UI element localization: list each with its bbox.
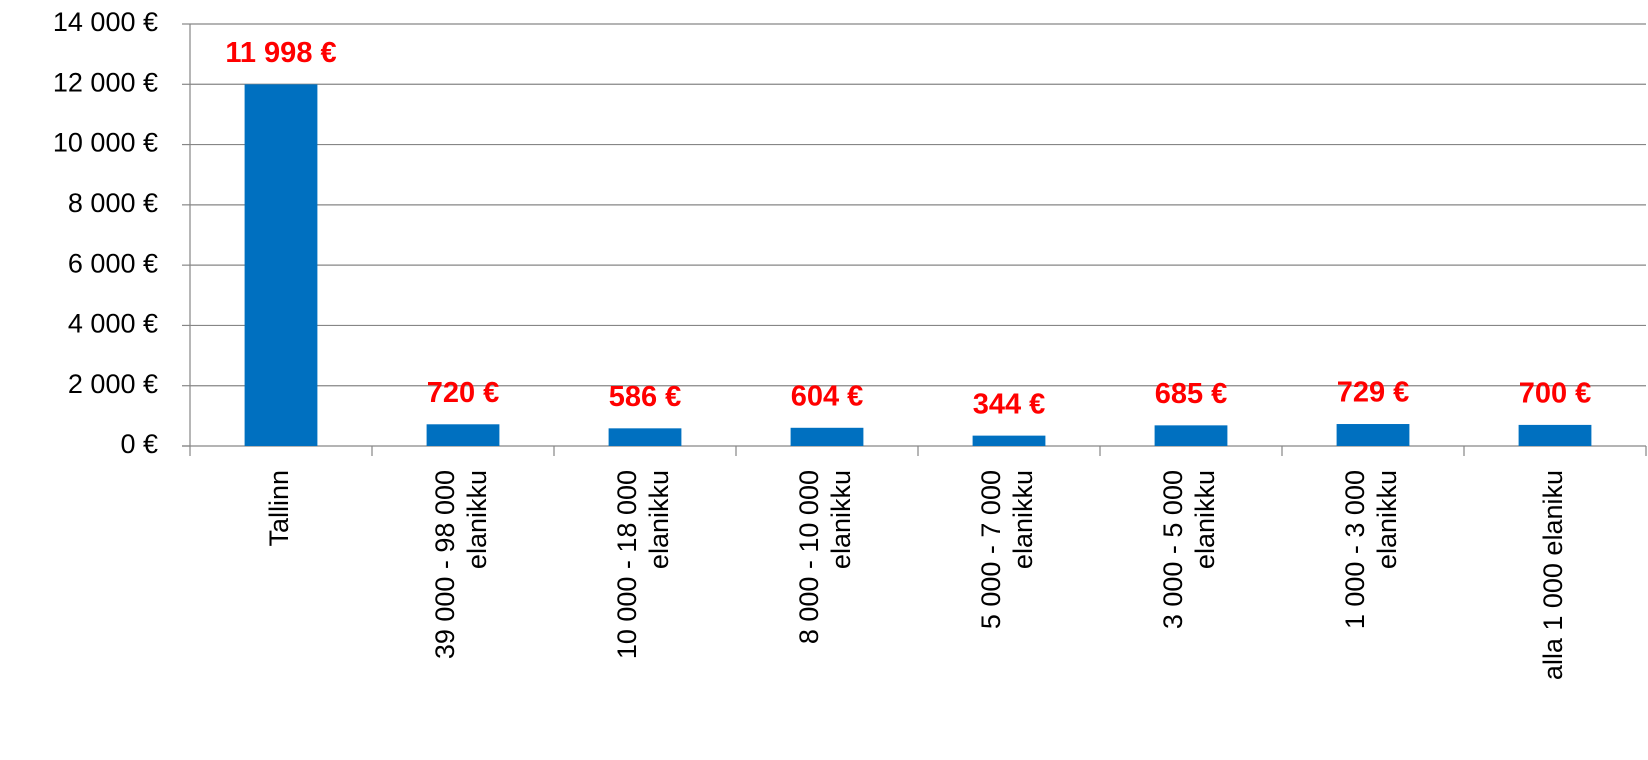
y-tick-label: 8 000 € (68, 188, 158, 218)
bar (1518, 424, 1592, 446)
x-tick-label-line: elanikku (1190, 470, 1220, 569)
x-tick-label-line: elanikku (644, 470, 674, 569)
data-label: 586 € (609, 381, 682, 413)
bar (1336, 424, 1410, 446)
x-tick-label-line: 1 000 - 3 000 (1340, 470, 1370, 629)
data-label: 344 € (973, 388, 1046, 420)
x-tick-label-line: alla 1 000 elaniku (1538, 470, 1568, 680)
x-tick-label-line: 8 000 - 10 000 (794, 470, 824, 644)
bar (790, 427, 864, 446)
x-tick-label-line: elanikku (1372, 470, 1402, 569)
bar (608, 428, 682, 446)
data-label: 604 € (791, 380, 864, 412)
x-tick-label: 8 000 - 10 000elanikku (794, 470, 856, 644)
y-tick-label: 2 000 € (68, 369, 158, 399)
y-tick-label: 14 000 € (53, 7, 158, 37)
data-label: 11 998 € (225, 37, 336, 69)
x-tick-label: alla 1 000 elaniku (1538, 470, 1568, 680)
data-label: 729 € (1337, 377, 1410, 409)
x-tick-label-line: Tallinn (264, 470, 294, 547)
x-tick-label-line: 39 000 - 98 000 (430, 470, 460, 659)
x-tick-label: Tallinn (264, 470, 294, 547)
bar (244, 84, 318, 446)
y-tick-label: 6 000 € (68, 248, 158, 278)
x-tick-label-line: elanikku (1008, 470, 1038, 569)
x-tick-label-line: elanikku (826, 470, 856, 569)
x-tick-label: 5 000 - 7 000elanikku (976, 470, 1038, 629)
y-tick-label: 10 000 € (53, 128, 158, 158)
bar (1154, 425, 1228, 446)
x-tick-label-line: 10 000 - 18 000 (612, 470, 642, 659)
y-tick-label: 4 000 € (68, 309, 158, 339)
x-tick-label: 10 000 - 18 000elanikku (612, 470, 674, 659)
x-tick-label-line: 3 000 - 5 000 (1158, 470, 1188, 629)
data-label: 720 € (427, 377, 500, 409)
data-label: 700 € (1519, 378, 1592, 410)
bar (426, 424, 500, 446)
bar (972, 435, 1046, 446)
x-tick-label: 3 000 - 5 000elanikku (1158, 470, 1220, 629)
x-tick-label-line: elanikku (462, 470, 492, 569)
x-tick-label: 39 000 - 98 000elanikku (430, 470, 492, 659)
x-tick-label-line: 5 000 - 7 000 (976, 470, 1006, 629)
y-tick-label: 0 € (120, 429, 158, 459)
x-tick-label: 1 000 - 3 000elanikku (1340, 470, 1402, 629)
y-tick-label: 12 000 € (53, 67, 158, 97)
data-label: 685 € (1155, 378, 1228, 410)
